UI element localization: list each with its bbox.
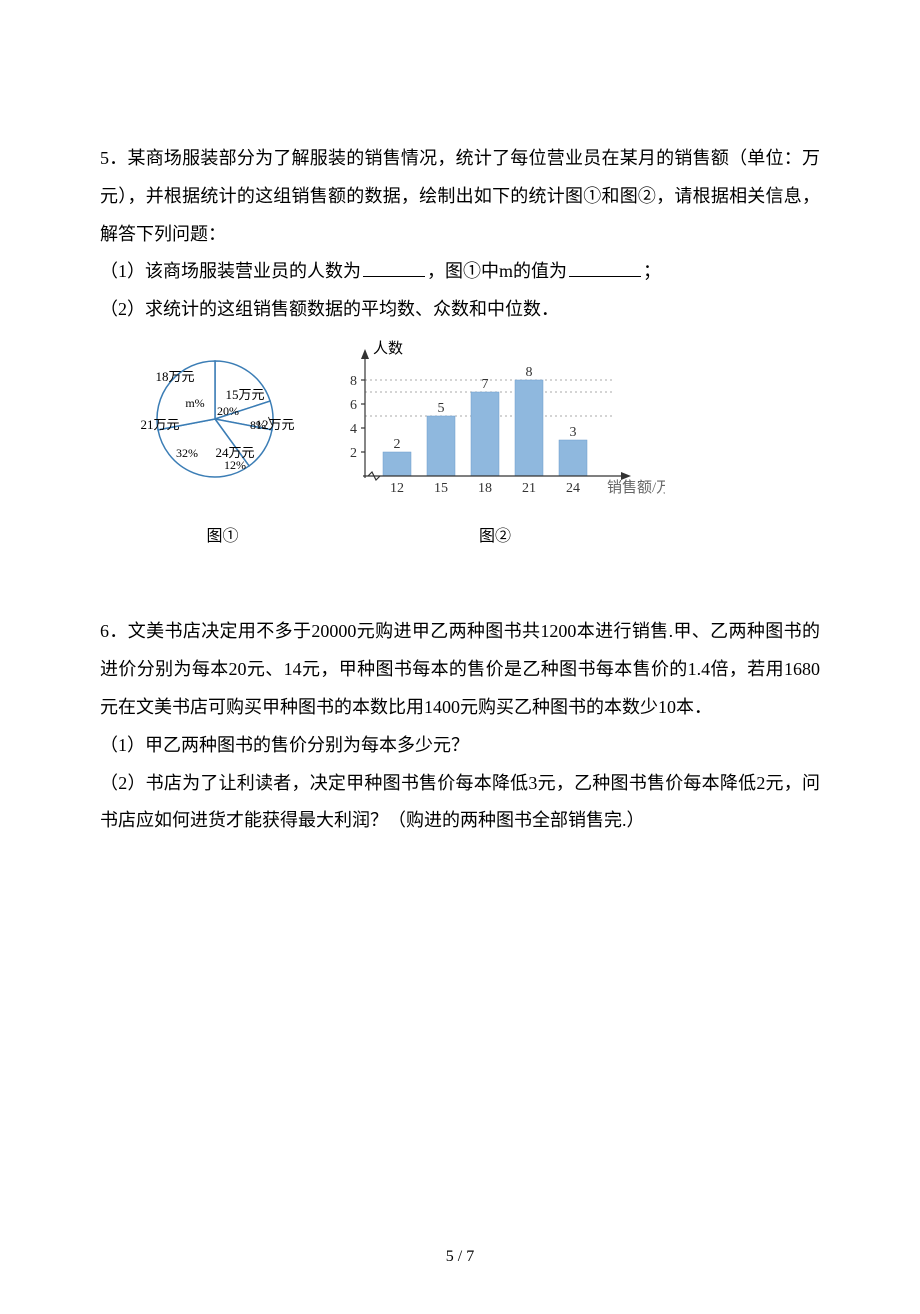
q5-sub1: （1）该商场服装营业员的人数为 ，图①中m的值为 ； [100,253,820,291]
pie-slice-label: 15万元 [225,387,264,402]
bar-ytick: 6 [350,398,357,413]
bar [515,380,543,476]
page-number: 5 / 7 [100,1240,820,1274]
pie-chart: 15万元20%12万元8%24万元12%21万元32%18万元m% [130,339,315,504]
bar-ytick: 8 [350,374,357,389]
q5-stem: 5．某商场服装部分为了解服装的销售情况，统计了每位营业员在某月的销售额（单位：万… [100,140,820,253]
blank-answer-2 [569,259,641,277]
bar-category: 18 [478,481,492,496]
pie-slice-pct: 12% [224,458,246,472]
pie-caption: 图① [130,520,315,554]
pie-slice-label: 18万元 [155,369,194,384]
q5-sub1-mid: ，图①中m的值为 [427,261,567,281]
pie-slice-pct: 32% [176,446,198,460]
bar-category: 21 [522,481,536,496]
bar-value: 7 [482,377,489,392]
bar-xtitle: 销售额/万元 [607,479,665,496]
q6-stem-text: 文美书店决定用不多于20000元购进甲乙两种图书共1200本进行销售.甲、乙两种… [100,621,820,717]
q6-stem: 6．文美书店决定用不多于20000元购进甲乙两种图书共1200本进行销售.甲、乙… [100,613,820,726]
pie-slice-pct: m% [185,396,204,410]
pie-chart-wrap: 15万元20%12万元8%24万元12%21万元32%18万元m% 图① [130,339,315,553]
q6-block: 6．文美书店决定用不多于20000元购进甲乙两种图书共1200本进行销售.甲、乙… [100,613,820,840]
bar-value: 5 [438,401,445,416]
q5-sub2: （2）求统计的这组销售额数据的平均数、众数和中位数． [100,291,820,329]
q5-number: 5． [100,148,127,168]
x-arrow [621,472,631,480]
bar-ytitle: 人数 [373,340,403,357]
bar-value: 3 [570,425,577,440]
bar-category: 12 [390,481,404,496]
q6-sub1: （1）甲乙两种图书的售价分别为每本多少元？ [100,727,820,765]
y-arrow [361,349,369,359]
q5-sub1-pre: （1）该商场服装营业员的人数为 [100,261,361,281]
q6-number: 6． [100,621,128,641]
bar [559,440,587,476]
bar-category: 15 [434,481,448,496]
bar [471,392,499,476]
pie-slice-pct: 20% [217,404,239,418]
bar-value: 2 [394,437,401,452]
bar-ytick: 4 [350,422,357,437]
bar-value: 8 [526,365,533,380]
bar [383,452,411,476]
bar-category: 24 [566,481,580,496]
q6-sub2: （2）书店为了让利读者，决定甲种图书售价每本降低3元，乙种图书售价每本降低2元，… [100,765,820,841]
bar-chart: 人数2468212515718821324销售额/万元 [325,339,665,504]
pie-slice-label: 21万元 [140,417,179,432]
pie-slice-pct: 8% [250,418,266,432]
q5-sub1-post: ； [643,261,661,281]
charts-row: 15万元20%12万元8%24万元12%21万元32%18万元m% 图① 人数2… [130,339,820,553]
q5-stem-text: 某商场服装部分为了解服装的销售情况，统计了每位营业员在某月的销售额（单位：万元）… [100,148,820,244]
bar [427,416,455,476]
bar-caption: 图② [325,520,665,554]
bar-chart-wrap: 人数2468212515718821324销售额/万元 图② [325,339,665,553]
bar-ytick: 2 [350,446,357,461]
blank-answer-1 [363,259,425,277]
